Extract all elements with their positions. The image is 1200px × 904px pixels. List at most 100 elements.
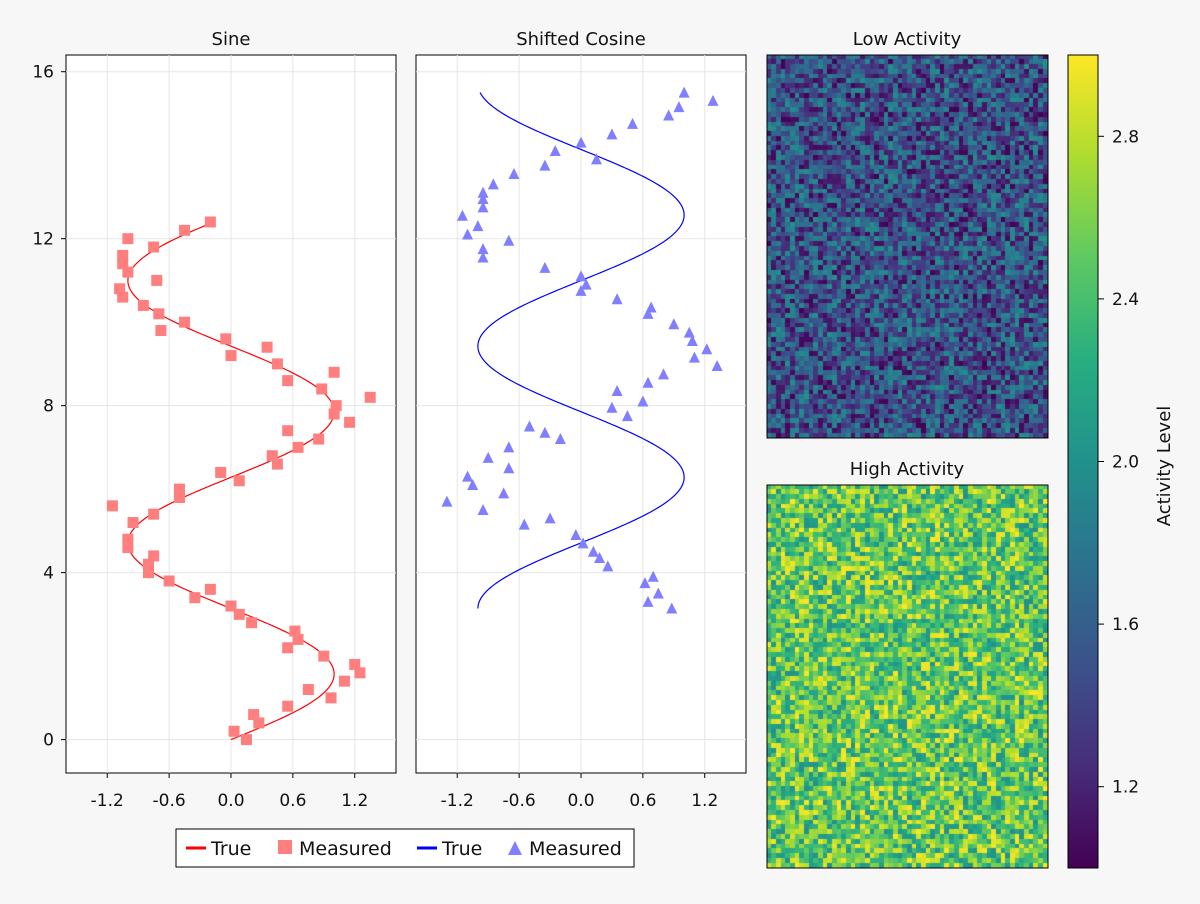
measured-point-triangle: [441, 495, 453, 507]
sine-measured-points: [106, 216, 376, 746]
measured-point-triangle: [498, 487, 510, 499]
measured-point-square: [122, 233, 134, 245]
measured-point-triangle: [518, 518, 530, 530]
measured-point-triangle: [570, 529, 582, 541]
measured-point-triangle: [539, 261, 551, 273]
legend-cosine-measured-label: Measured: [529, 838, 622, 860]
measured-point-square: [282, 425, 294, 437]
colorbar-tick-label: 2.8: [1112, 127, 1139, 147]
x-tick-label: 1.2: [691, 791, 718, 811]
measured-point-square: [163, 575, 175, 587]
measured-point-square: [248, 709, 260, 721]
measured-point-square: [117, 258, 129, 270]
measured-point-square: [117, 249, 129, 261]
measured-point-square: [313, 433, 325, 445]
measured-point-triangle: [477, 186, 489, 198]
measured-point-triangle: [711, 359, 723, 371]
measured-point-square: [318, 650, 330, 662]
measured-point-triangle: [658, 368, 669, 380]
measured-point-square: [354, 667, 366, 679]
measured-point-triangle: [701, 343, 713, 355]
measured-point-triangle: [477, 193, 489, 205]
measured-point-square: [330, 400, 342, 412]
cosine-true-line: [477, 92, 685, 609]
measured-point-square: [137, 299, 149, 311]
measured-point-triangle: [544, 512, 556, 524]
measured-point-square: [153, 308, 165, 320]
measured-point-triangle: [611, 293, 623, 305]
measured-point-square: [106, 500, 118, 512]
measured-point-triangle: [686, 334, 698, 346]
measured-point-square: [316, 383, 328, 395]
x-tick-label: -0.6: [153, 791, 186, 811]
sine-x-ticks: -1.2 -0.6 0.0 0.6 1.2: [91, 773, 368, 811]
measured-point-triangle: [627, 117, 639, 129]
measured-point-triangle: [666, 602, 678, 614]
measured-point-triangle: [639, 577, 651, 589]
measured-point-square: [151, 274, 163, 286]
measured-point-triangle: [611, 385, 623, 397]
measured-point-square: [302, 684, 314, 696]
measured-point-square: [143, 567, 154, 579]
cosine-panel: -1.2 -0.6 0.0 0.6 1.2 Shifted Cosine: [415, 29, 747, 811]
measured-point-square: [122, 266, 134, 278]
measured-point-triangle: [508, 167, 520, 179]
measured-point-square: [127, 517, 139, 529]
measured-point-triangle: [688, 351, 700, 363]
sine-grid: [66, 55, 396, 773]
y-tick-label: 4: [43, 564, 54, 584]
low-activity-title: Low Activity: [853, 29, 962, 50]
measured-point-square: [204, 216, 216, 228]
measured-point-square: [292, 441, 304, 453]
measured-point-square: [266, 450, 278, 462]
measured-point-square: [338, 675, 350, 687]
measured-point-square: [148, 508, 160, 520]
measured-point-square: [179, 316, 191, 328]
low-activity-heatmap: [767, 55, 1048, 438]
measured-point-square: [233, 475, 245, 487]
measured-point-square: [225, 600, 237, 612]
measured-point-triangle: [575, 270, 587, 282]
measured-point-triangle: [673, 101, 685, 113]
measured-point-triangle: [503, 462, 515, 474]
measured-point-triangle: [602, 560, 614, 572]
measured-point-square: [240, 734, 252, 746]
measured-point-square: [215, 466, 227, 478]
cosine-measured-points: [441, 86, 723, 614]
measured-point-square: [328, 408, 340, 420]
measured-point-square: [253, 717, 265, 729]
measured-point-square: [289, 625, 301, 637]
measured-point-square: [325, 692, 337, 704]
x-tick-label: 1.2: [341, 791, 368, 811]
measured-point-triangle: [503, 234, 515, 246]
y-tick-label: 0: [43, 731, 54, 751]
measured-point-square: [261, 341, 273, 353]
measured-point-triangle: [642, 376, 654, 388]
x-tick-label: 0.6: [279, 791, 306, 811]
legend-sine-true-label: True: [210, 838, 251, 860]
colorbar-ticks: 1.2 1.6 2.0 2.4 2.8: [1098, 127, 1139, 798]
x-tick-label: -1.2: [91, 791, 124, 811]
legend-sine-measured-label: Measured: [299, 838, 392, 860]
measured-point-triangle: [707, 94, 719, 106]
y-tick-label: 12: [32, 230, 54, 250]
colorbar-tick-label: 1.6: [1112, 615, 1139, 635]
measured-point-square: [282, 375, 294, 387]
measured-point-triangle: [575, 284, 587, 296]
measured-point-triangle: [642, 307, 654, 319]
measured-point-square: [122, 542, 134, 554]
sine-panel: -1.2 -0.6 0.0 0.6 1.2 0 4 8 12 16 Sine: [32, 29, 397, 811]
measured-point-triangle: [642, 595, 654, 607]
measured-point-square: [246, 617, 258, 629]
measured-point-triangle: [549, 145, 561, 157]
measured-point-triangle: [462, 228, 474, 240]
measured-point-square: [328, 366, 340, 378]
measured-point-triangle: [503, 441, 515, 453]
measured-point-triangle: [477, 243, 489, 255]
measured-point-triangle: [477, 201, 489, 213]
measured-point-triangle: [590, 153, 602, 165]
measured-point-triangle: [467, 478, 479, 490]
measured-point-triangle: [462, 470, 474, 482]
x-tick-label: -1.2: [441, 791, 474, 811]
